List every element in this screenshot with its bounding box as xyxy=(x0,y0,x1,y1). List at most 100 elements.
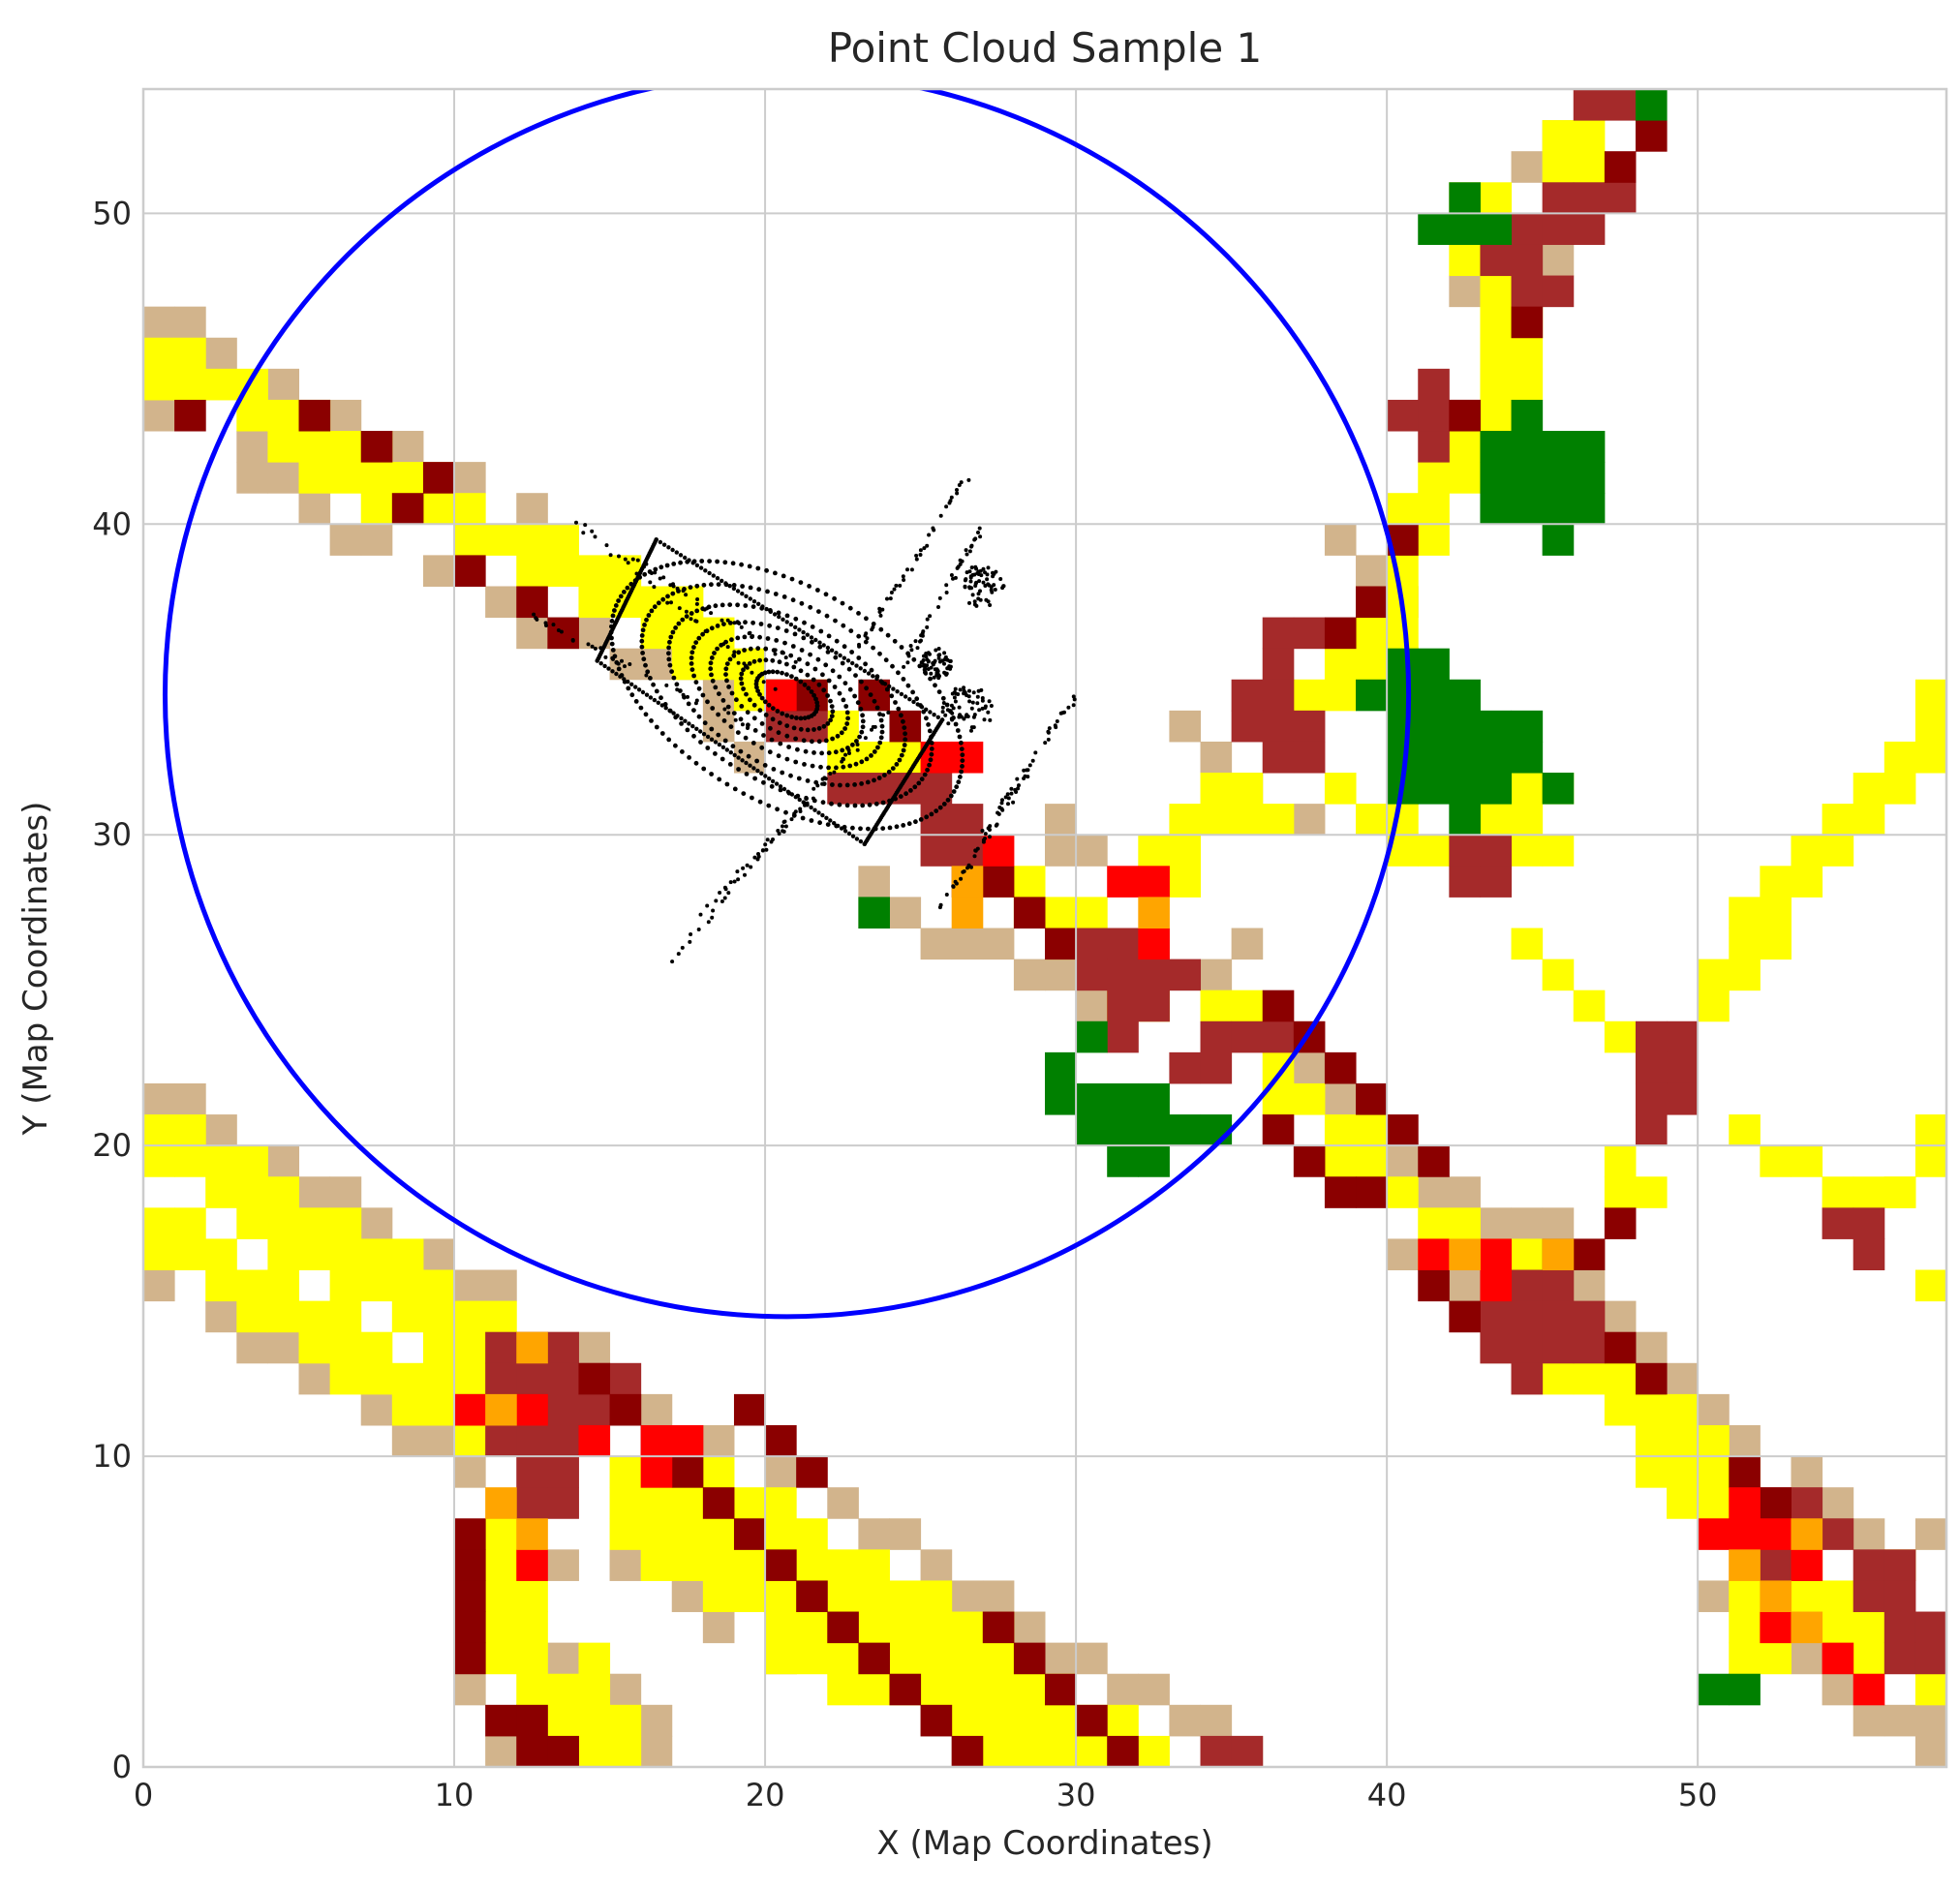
cloud-point xyxy=(898,583,903,588)
cloud-point xyxy=(834,765,839,771)
cloud-point xyxy=(532,612,536,617)
cloud-point xyxy=(913,639,918,644)
grid-cell-brown xyxy=(1635,1051,1668,1084)
grid-cell-yellow xyxy=(174,1238,206,1271)
cloud-point xyxy=(934,648,938,653)
cloud-point xyxy=(874,705,880,711)
cloud-point xyxy=(936,676,941,681)
cloud-point xyxy=(912,784,918,790)
grid-cell-yellow xyxy=(547,555,579,587)
cloud-point xyxy=(931,526,935,531)
cloud-point xyxy=(792,813,797,818)
grid-cell-tan xyxy=(1045,835,1077,867)
cloud-point xyxy=(775,807,780,812)
cloud-point xyxy=(705,903,710,908)
cloud-point xyxy=(684,593,689,597)
grid-cell-yellow xyxy=(1542,151,1575,183)
cloud-point xyxy=(770,706,776,711)
cloud-point xyxy=(723,581,728,586)
cloud-point xyxy=(732,752,737,758)
cloud-point xyxy=(698,740,703,745)
cloud-point xyxy=(864,631,869,636)
cloud-point xyxy=(878,613,883,618)
cloud-point xyxy=(966,694,971,699)
cloud-point xyxy=(969,728,973,733)
cloud-point xyxy=(959,480,964,485)
cloud-point xyxy=(694,619,699,624)
grid-cell-green xyxy=(1449,773,1481,805)
grid-cell-yellow xyxy=(609,1487,642,1519)
cloud-point xyxy=(743,620,748,625)
cloud-point xyxy=(864,756,870,762)
cloud-point xyxy=(894,824,900,830)
grid-cell-yellow xyxy=(391,462,424,494)
cloud-point xyxy=(729,690,735,696)
cloud-point xyxy=(1009,786,1014,791)
grid-cell-red xyxy=(516,1549,548,1581)
cloud-point xyxy=(626,561,630,565)
cloud-point xyxy=(924,707,929,712)
cloud-point xyxy=(693,640,699,645)
grid-cell-brown xyxy=(951,835,984,867)
cloud-point xyxy=(722,560,728,565)
cloud-point xyxy=(667,639,672,645)
cloud-point xyxy=(888,596,893,601)
cloud-point xyxy=(602,663,607,669)
cloud-point xyxy=(833,749,839,755)
grid-cell-red xyxy=(1760,1611,1792,1644)
grid-cell-yellow xyxy=(733,1487,766,1519)
cloud-point xyxy=(859,679,864,685)
cloud-point xyxy=(759,672,763,677)
cloud-point xyxy=(659,703,664,708)
grid-cell-darkred xyxy=(516,1735,548,1767)
cloud-point xyxy=(676,952,681,957)
cloud-point xyxy=(616,598,621,603)
cloud-point xyxy=(736,767,741,772)
cloud-point xyxy=(654,688,659,694)
grid-cell-brown xyxy=(1107,1020,1139,1053)
cloud-point xyxy=(727,656,733,662)
grid-cell-yellow xyxy=(1387,1176,1419,1208)
cloud-point xyxy=(674,550,679,555)
cloud-point xyxy=(680,617,686,623)
grid-cell-tan xyxy=(1045,959,1077,991)
cloud-point xyxy=(705,734,711,740)
grid-cell-tan xyxy=(858,1518,890,1550)
grid-cell-green xyxy=(1542,773,1575,805)
grid-cell-yellow xyxy=(174,368,206,401)
cloud-point xyxy=(960,758,965,763)
cloud-point xyxy=(667,708,672,714)
cloud-point xyxy=(751,716,757,721)
cloud-point xyxy=(590,644,595,649)
grid-cell-yellow xyxy=(329,1269,362,1302)
grid-cell-tan xyxy=(485,586,517,619)
grid-cell-tan xyxy=(640,1735,673,1767)
grid-cell-darkred xyxy=(889,1673,922,1706)
cloud-point xyxy=(846,666,852,672)
cloud-point xyxy=(735,589,741,594)
cloud-point xyxy=(776,730,781,736)
cloud-point xyxy=(960,752,965,758)
cloud-point xyxy=(914,553,919,558)
cloud-point xyxy=(866,671,872,676)
cloud-point xyxy=(839,826,844,831)
cloud-point xyxy=(689,667,695,672)
grid-cell-red xyxy=(640,1456,673,1488)
cloud-point xyxy=(666,651,671,656)
cloud-point xyxy=(652,697,658,703)
grid-cell-brown xyxy=(1480,835,1513,867)
grid-cell-darkred xyxy=(858,1642,890,1675)
grid-cell-darkred xyxy=(1262,990,1295,1022)
grid-cell-green xyxy=(1076,1082,1108,1115)
grid-cell-green xyxy=(1542,493,1575,525)
cloud-point xyxy=(643,662,648,668)
cloud-point xyxy=(656,600,661,606)
grid-cell-yellow xyxy=(609,1518,642,1550)
cloud-point xyxy=(972,713,977,717)
grid-cell-brown xyxy=(547,1362,579,1395)
cloud-point xyxy=(813,696,818,702)
cloud-point xyxy=(620,658,624,663)
cloud-point xyxy=(948,499,953,503)
cloud-point xyxy=(877,606,882,611)
grid-cell-yellow xyxy=(1542,120,1575,152)
